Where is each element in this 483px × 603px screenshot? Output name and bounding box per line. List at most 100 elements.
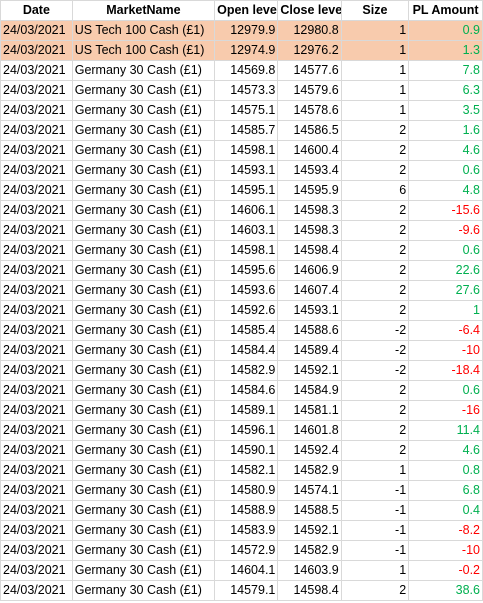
cell-close-level[interactable]: 14589.4	[277, 340, 342, 361]
cell-pl-amount[interactable]: 0.6	[408, 380, 483, 401]
cell-close-level[interactable]: 14588.6	[277, 320, 342, 341]
cell-date[interactable]: 24/03/2021	[0, 420, 73, 441]
cell-open-level[interactable]: 14606.1	[214, 200, 279, 221]
cell-pl-amount[interactable]: 6.8	[408, 480, 483, 501]
cell-date[interactable]: 24/03/2021	[0, 160, 73, 181]
cell-size[interactable]: 2	[340, 160, 410, 181]
cell-size[interactable]: -2	[340, 320, 410, 341]
cell-market-name[interactable]: Germany 30 Cash (£1)	[71, 460, 216, 481]
cell-date[interactable]: 24/03/2021	[0, 260, 73, 281]
cell-close-level[interactable]: 14606.9	[277, 260, 342, 281]
cell-close-level[interactable]: 14603.9	[277, 560, 342, 581]
cell-open-level[interactable]: 14579.1	[214, 580, 279, 601]
cell-close-level[interactable]: 14593.4	[277, 160, 342, 181]
cell-close-level[interactable]: 12980.8	[277, 20, 342, 41]
cell-pl-amount[interactable]: 6.3	[408, 80, 483, 101]
cell-date[interactable]: 24/03/2021	[0, 560, 73, 581]
cell-date[interactable]: 24/03/2021	[0, 460, 73, 481]
cell-size[interactable]: -2	[340, 360, 410, 381]
cell-pl-amount[interactable]: 38.6	[408, 580, 483, 601]
cell-date[interactable]: 24/03/2021	[0, 100, 73, 121]
cell-close-level[interactable]: 14584.9	[277, 380, 342, 401]
cell-pl-amount[interactable]: 0.4	[408, 500, 483, 521]
cell-pl-amount[interactable]: 0.9	[408, 20, 483, 41]
cell-open-level[interactable]: 14593.6	[214, 280, 279, 301]
cell-open-level[interactable]: 14580.9	[214, 480, 279, 501]
cell-size[interactable]: 2	[340, 220, 410, 241]
cell-pl-amount[interactable]: 4.8	[408, 180, 483, 201]
cell-open-level[interactable]: 14583.9	[214, 520, 279, 541]
cell-open-level[interactable]: 14596.1	[214, 420, 279, 441]
cell-market-name[interactable]: Germany 30 Cash (£1)	[71, 200, 216, 221]
cell-pl-amount[interactable]: 22.6	[408, 260, 483, 281]
cell-market-name[interactable]: Germany 30 Cash (£1)	[71, 500, 216, 521]
cell-market-name[interactable]: US Tech 100 Cash (£1)	[71, 20, 216, 41]
cell-open-level[interactable]: 14584.4	[214, 340, 279, 361]
cell-size[interactable]: 2	[340, 300, 410, 321]
cell-market-name[interactable]: Germany 30 Cash (£1)	[71, 540, 216, 561]
cell-market-name[interactable]: Germany 30 Cash (£1)	[71, 260, 216, 281]
cell-open-level[interactable]: 14585.7	[214, 120, 279, 141]
cell-close-level[interactable]: 12976.2	[277, 40, 342, 61]
cell-close-level[interactable]: 14578.6	[277, 100, 342, 121]
cell-date[interactable]: 24/03/2021	[0, 380, 73, 401]
cell-market-name[interactable]: Germany 30 Cash (£1)	[71, 160, 216, 181]
cell-open-level[interactable]: 14582.9	[214, 360, 279, 381]
cell-size[interactable]: 2	[340, 240, 410, 261]
cell-open-level[interactable]: 14584.6	[214, 380, 279, 401]
cell-date[interactable]: 24/03/2021	[0, 400, 73, 421]
cell-size[interactable]: 2	[340, 440, 410, 461]
cell-size[interactable]: -1	[340, 500, 410, 521]
cell-date[interactable]: 24/03/2021	[0, 120, 73, 141]
cell-market-name[interactable]: Germany 30 Cash (£1)	[71, 480, 216, 501]
cell-date[interactable]: 24/03/2021	[0, 280, 73, 301]
cell-pl-amount[interactable]: 1	[408, 300, 483, 321]
cell-date[interactable]: 24/03/2021	[0, 20, 73, 41]
cell-market-name[interactable]: Germany 30 Cash (£1)	[71, 400, 216, 421]
cell-size[interactable]: 1	[340, 560, 410, 581]
cell-market-name[interactable]: Germany 30 Cash (£1)	[71, 240, 216, 261]
header-date[interactable]: Date	[0, 0, 73, 21]
cell-market-name[interactable]: Germany 30 Cash (£1)	[71, 220, 216, 241]
cell-date[interactable]: 24/03/2021	[0, 80, 73, 101]
cell-size[interactable]: 1	[340, 60, 410, 81]
cell-size[interactable]: 2	[340, 280, 410, 301]
cell-size[interactable]: 2	[340, 420, 410, 441]
cell-open-level[interactable]: 14575.1	[214, 100, 279, 121]
cell-market-name[interactable]: US Tech 100 Cash (£1)	[71, 40, 216, 61]
cell-date[interactable]: 24/03/2021	[0, 580, 73, 601]
cell-size[interactable]: -1	[340, 480, 410, 501]
cell-market-name[interactable]: Germany 30 Cash (£1)	[71, 380, 216, 401]
cell-close-level[interactable]: 14593.1	[277, 300, 342, 321]
cell-open-level[interactable]: 14582.1	[214, 460, 279, 481]
cell-open-level[interactable]: 14569.8	[214, 60, 279, 81]
cell-size[interactable]: 1	[340, 100, 410, 121]
header-close-level[interactable]: Close leve	[277, 0, 342, 21]
cell-date[interactable]: 24/03/2021	[0, 180, 73, 201]
cell-open-level[interactable]: 14598.1	[214, 240, 279, 261]
cell-market-name[interactable]: Germany 30 Cash (£1)	[71, 520, 216, 541]
cell-pl-amount[interactable]: 0.6	[408, 240, 483, 261]
cell-pl-amount[interactable]: -10	[408, 340, 483, 361]
cell-pl-amount[interactable]: 0.8	[408, 460, 483, 481]
cell-close-level[interactable]: 14600.4	[277, 140, 342, 161]
cell-close-level[interactable]: 14582.9	[277, 540, 342, 561]
cell-close-level[interactable]: 14574.1	[277, 480, 342, 501]
cell-size[interactable]: 1	[340, 40, 410, 61]
cell-date[interactable]: 24/03/2021	[0, 340, 73, 361]
cell-close-level[interactable]: 14592.4	[277, 440, 342, 461]
cell-date[interactable]: 24/03/2021	[0, 40, 73, 61]
cell-close-level[interactable]: 14577.6	[277, 60, 342, 81]
cell-size[interactable]: 2	[340, 120, 410, 141]
cell-market-name[interactable]: Germany 30 Cash (£1)	[71, 300, 216, 321]
cell-pl-amount[interactable]: 27.6	[408, 280, 483, 301]
cell-date[interactable]: 24/03/2021	[0, 500, 73, 521]
cell-pl-amount[interactable]: 1.6	[408, 120, 483, 141]
cell-date[interactable]: 24/03/2021	[0, 60, 73, 81]
cell-date[interactable]: 24/03/2021	[0, 200, 73, 221]
cell-close-level[interactable]: 14595.9	[277, 180, 342, 201]
cell-close-level[interactable]: 14592.1	[277, 360, 342, 381]
cell-date[interactable]: 24/03/2021	[0, 220, 73, 241]
cell-close-level[interactable]: 14598.4	[277, 580, 342, 601]
cell-size[interactable]: 2	[340, 400, 410, 421]
